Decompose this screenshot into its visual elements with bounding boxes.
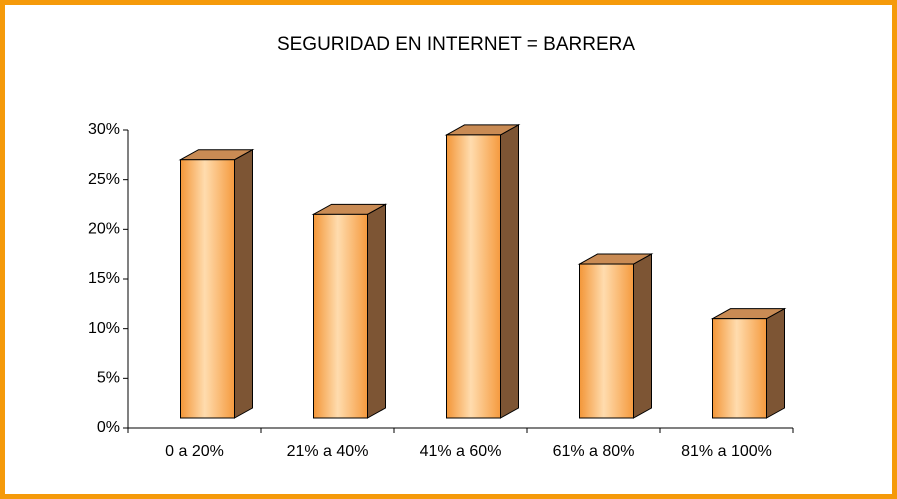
- bar-side: [367, 203, 386, 419]
- bar-side: [766, 307, 785, 419]
- bar-front: [712, 318, 767, 419]
- bar: [178, 148, 255, 419]
- x-tick-label: 21% a 40%: [287, 443, 369, 460]
- bar: [311, 203, 388, 419]
- y-tick-label: 10%: [88, 320, 120, 337]
- bar-front: [446, 134, 501, 419]
- bar: [444, 124, 521, 419]
- bar-front: [180, 159, 235, 419]
- y-tick-label: 0%: [97, 419, 120, 436]
- bar-side: [234, 148, 253, 419]
- bar: [577, 253, 654, 419]
- y-tick-label: 20%: [88, 221, 120, 238]
- x-tick-label: 0 a 20%: [165, 443, 224, 460]
- x-tick-label: 61% a 80%: [553, 443, 635, 460]
- y-tick-label: 15%: [88, 270, 120, 287]
- x-tick-label: 41% a 60%: [420, 443, 502, 460]
- y-tick-label: 5%: [97, 370, 120, 387]
- bar-front: [579, 263, 634, 419]
- bar-side: [633, 253, 652, 419]
- bar: [710, 307, 787, 419]
- bar-side: [500, 124, 519, 419]
- chart-title: SEGURIDAD EN INTERNET = BARRERA: [277, 34, 635, 55]
- bar-front: [313, 213, 368, 419]
- x-tick-label: 81% a 100%: [681, 443, 772, 460]
- y-tick-label: 30%: [88, 121, 120, 138]
- y-tick-label: 25%: [88, 171, 120, 188]
